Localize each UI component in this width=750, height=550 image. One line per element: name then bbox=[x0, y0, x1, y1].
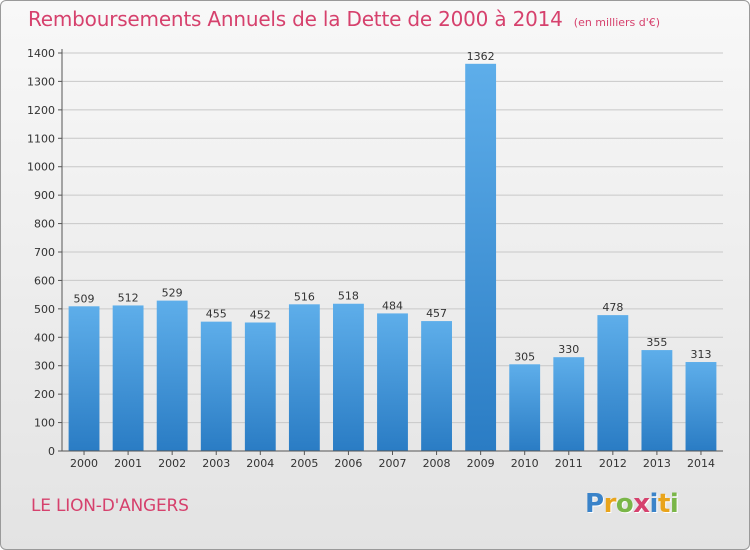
bar bbox=[68, 306, 100, 451]
bar-value-label: 484 bbox=[382, 299, 403, 312]
data-labels: 509 512 529 455 452 516 518 484 457 1362 305 330 478… bbox=[74, 50, 712, 363]
y-tick-label: 1100 bbox=[27, 132, 55, 145]
logo-letter: r bbox=[603, 489, 617, 519]
bar bbox=[421, 321, 452, 451]
x-tick-label: 2013 bbox=[643, 457, 671, 470]
bar-value-label: 509 bbox=[74, 292, 95, 305]
bar bbox=[553, 357, 585, 451]
x-tick-label: 2007 bbox=[379, 457, 407, 470]
logo-letter: i bbox=[649, 489, 659, 519]
y-tick-label: 1400 bbox=[27, 47, 55, 60]
x-tick-label: 2004 bbox=[246, 457, 274, 470]
bars bbox=[68, 63, 717, 451]
bar-value-label: 1362 bbox=[467, 50, 495, 63]
bar-value-label: 478 bbox=[602, 301, 623, 314]
y-tick-label: 1200 bbox=[27, 104, 55, 117]
bar bbox=[333, 303, 364, 451]
unit-text: (en milliers d'€) bbox=[573, 16, 661, 29]
x-tick-label: 2002 bbox=[158, 457, 186, 470]
logo-letter: t bbox=[657, 489, 670, 519]
x-tick-label: 2012 bbox=[599, 457, 627, 470]
bar bbox=[377, 313, 408, 451]
y-tick-label: 1000 bbox=[27, 161, 55, 174]
x-tick-label: 2005 bbox=[290, 457, 318, 470]
bar bbox=[112, 305, 144, 451]
logo-letter: i bbox=[669, 489, 679, 519]
bar bbox=[685, 362, 717, 451]
y-axis-ticks: 0 100 200 300 400 500 600 700 800 900 1000 1100 1200… bbox=[27, 47, 62, 458]
x-tick-label: 2008 bbox=[423, 457, 451, 470]
chart-title: Remboursements Annuels de la Dette de 20… bbox=[28, 7, 660, 31]
commune-name: LE LION-D'ANGERS bbox=[31, 496, 189, 516]
bar-value-label: 355 bbox=[646, 336, 667, 349]
bar-value-label: 518 bbox=[338, 290, 359, 303]
bar bbox=[465, 63, 497, 451]
bar bbox=[156, 300, 188, 451]
y-tick-label: 300 bbox=[34, 360, 55, 373]
title-text: Remboursements Annuels de la Dette de 20… bbox=[28, 7, 563, 31]
x-tick-label: 2000 bbox=[70, 457, 98, 470]
logo-letter: o bbox=[615, 489, 634, 519]
bar-value-label: 457 bbox=[426, 307, 447, 320]
bar bbox=[288, 304, 320, 451]
x-axis-ticks: 2000 2001 2002 2003 2004 2005 2006 2007 2008 2009… bbox=[70, 451, 715, 470]
x-tick-label: 2011 bbox=[555, 457, 583, 470]
bar bbox=[641, 350, 673, 451]
bar bbox=[200, 321, 232, 451]
x-tick-label: 2001 bbox=[114, 457, 142, 470]
logo-letter: P bbox=[585, 489, 604, 519]
logo-letter: x bbox=[633, 489, 650, 519]
y-tick-label: 400 bbox=[34, 331, 55, 344]
bar bbox=[509, 364, 541, 451]
y-tick-label: 600 bbox=[34, 274, 55, 287]
y-tick-label: 500 bbox=[34, 303, 55, 316]
y-tick-label: 900 bbox=[34, 189, 55, 202]
bar-value-label: 313 bbox=[690, 348, 711, 361]
bar-value-label: 512 bbox=[118, 291, 139, 304]
bar-value-label: 305 bbox=[514, 350, 535, 363]
y-tick-label: 200 bbox=[34, 388, 55, 401]
x-tick-label: 2006 bbox=[334, 457, 362, 470]
bar-value-label: 330 bbox=[558, 343, 579, 356]
bar bbox=[597, 315, 629, 451]
x-tick-label: 2003 bbox=[202, 457, 230, 470]
bar-value-label: 529 bbox=[162, 287, 183, 300]
y-tick-label: 800 bbox=[34, 218, 55, 231]
x-tick-label: 2014 bbox=[687, 457, 715, 470]
bar-value-label: 516 bbox=[294, 290, 315, 303]
y-tick-label: 100 bbox=[34, 417, 55, 430]
y-tick-label: 1300 bbox=[27, 75, 55, 88]
bar bbox=[244, 322, 276, 451]
bar-value-label: 452 bbox=[250, 309, 271, 322]
x-tick-label: 2009 bbox=[467, 457, 495, 470]
y-tick-label: 0 bbox=[48, 445, 55, 458]
bar-value-label: 455 bbox=[206, 308, 227, 321]
proxiti-logo: Proxiti bbox=[585, 489, 679, 519]
y-tick-label: 700 bbox=[34, 246, 55, 259]
x-tick-label: 2010 bbox=[511, 457, 539, 470]
